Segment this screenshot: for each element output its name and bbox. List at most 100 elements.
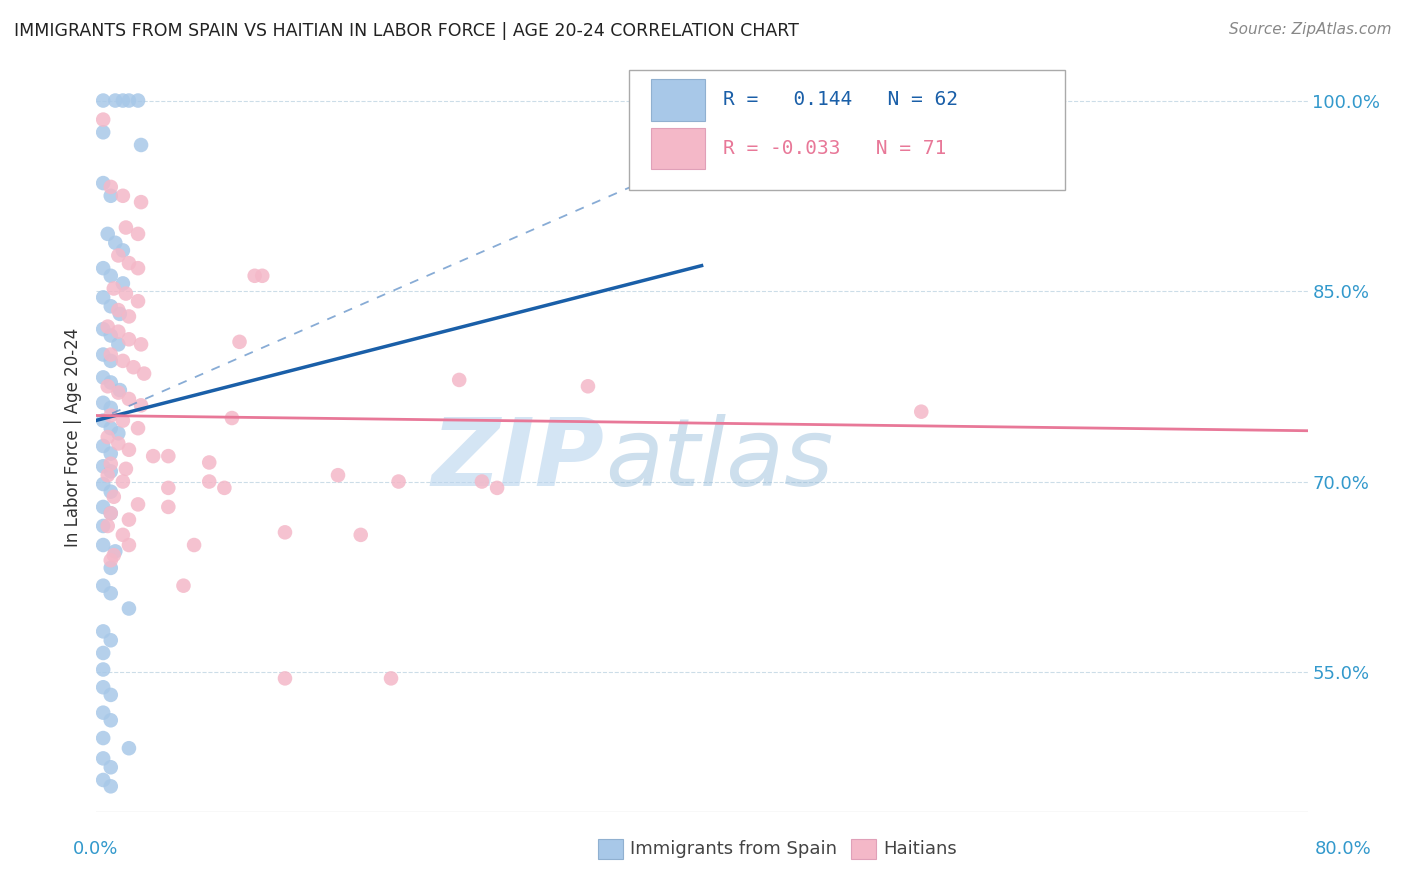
Point (107, 436, 129, 450)
Point (91, 680, 114, 694)
Point (91, 751, 114, 765)
FancyBboxPatch shape (651, 128, 706, 169)
Point (100, 561, 122, 575)
Point (118, 442, 141, 457)
Point (380, 672, 402, 686)
Point (91, 459, 114, 474)
Point (104, 94, 127, 108)
Point (91, 347, 114, 361)
Point (97, 319, 120, 334)
Point (100, 586, 122, 600)
Point (100, 328, 122, 343)
Point (129, 398, 152, 412)
Point (122, 360, 145, 375)
Point (97, 468, 120, 483)
Point (118, 256, 141, 270)
Point (91, 624, 114, 639)
Point (118, 332, 141, 346)
Point (100, 760, 122, 774)
Text: Source: ZipAtlas.com: Source: ZipAtlas.com (1229, 22, 1392, 37)
Point (118, 538, 141, 552)
Point (111, 475, 134, 489)
Point (91, 112, 114, 127)
Bar (598, 839, 623, 859)
Point (100, 409, 122, 423)
Point (91, 125, 114, 139)
Text: Haitians: Haitians (883, 840, 956, 858)
Point (100, 688, 122, 702)
Text: atlas: atlas (605, 414, 832, 505)
Point (107, 325, 129, 339)
Point (127, 294, 149, 309)
Point (100, 268, 122, 283)
Point (100, 713, 122, 727)
Text: IMMIGRANTS FROM SPAIN VS HAITIAN IN LABOR FORCE | AGE 20-24 CORRELATION CHART: IMMIGRANTS FROM SPAIN VS HAITIAN IN LABO… (14, 22, 799, 40)
Point (91, 396, 114, 410)
Point (104, 544, 127, 558)
Point (91, 500, 114, 514)
Point (111, 188, 134, 202)
Point (214, 481, 236, 495)
Point (127, 261, 149, 276)
Point (157, 500, 180, 514)
Point (108, 307, 131, 321)
Point (118, 601, 141, 615)
Point (127, 497, 149, 511)
Point (100, 780, 122, 794)
Point (100, 633, 122, 648)
Point (91, 706, 114, 720)
Point (127, 227, 149, 241)
Point (118, 94, 141, 108)
Point (100, 506, 122, 520)
Point (103, 490, 125, 504)
Point (111, 277, 134, 291)
Point (142, 449, 165, 463)
Point (111, 354, 134, 368)
Point (118, 741, 141, 756)
Point (274, 525, 297, 540)
Point (91, 370, 114, 384)
Point (243, 268, 266, 283)
Text: R = -0.033   N = 71: R = -0.033 N = 71 (724, 139, 946, 158)
Point (486, 481, 509, 495)
Point (118, 513, 141, 527)
Point (100, 464, 122, 478)
Point (91, 579, 114, 593)
Point (129, 337, 152, 351)
Point (103, 281, 125, 295)
Point (252, 268, 274, 283)
Point (91, 176, 114, 190)
Point (274, 672, 297, 686)
Point (107, 303, 129, 318)
Point (100, 506, 122, 520)
Point (100, 180, 122, 194)
Point (129, 138, 152, 153)
Point (115, 220, 138, 235)
FancyBboxPatch shape (628, 70, 1066, 190)
Point (183, 538, 205, 552)
Point (157, 481, 180, 495)
Point (127, 421, 149, 435)
FancyBboxPatch shape (651, 79, 706, 120)
Point (91, 646, 114, 660)
Point (172, 579, 194, 593)
Point (100, 376, 122, 390)
Point (350, 528, 373, 542)
Point (107, 337, 129, 351)
Point (97, 227, 120, 241)
Point (100, 421, 122, 435)
Point (228, 334, 250, 349)
Point (100, 188, 122, 202)
Point (449, 373, 471, 387)
Point (107, 248, 129, 262)
Point (100, 347, 122, 361)
Point (111, 244, 134, 258)
Bar (851, 839, 876, 859)
Text: 80.0%: 80.0% (1315, 840, 1371, 858)
Point (97, 379, 120, 393)
Point (198, 475, 221, 489)
Text: ZIP: ZIP (432, 414, 605, 506)
Point (118, 392, 141, 406)
Point (91, 94, 114, 108)
Point (471, 475, 494, 489)
